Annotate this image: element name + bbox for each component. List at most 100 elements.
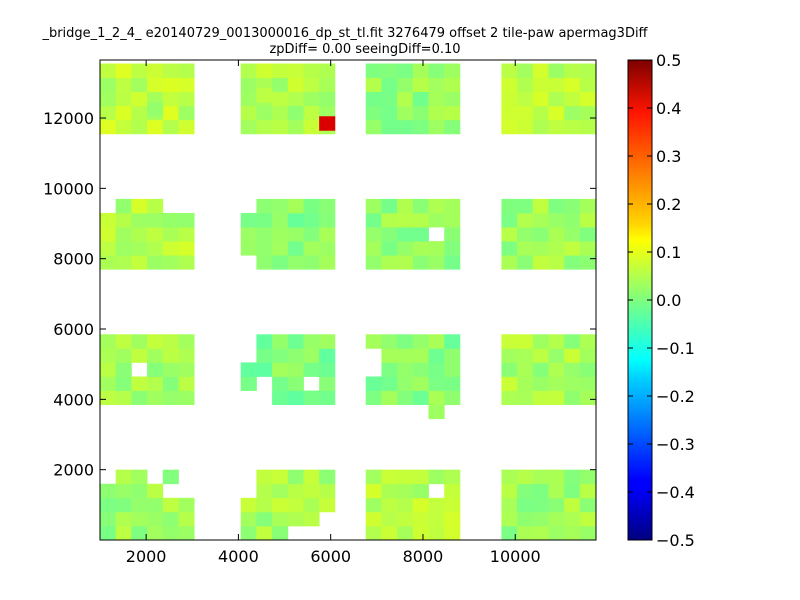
heatmap-cell <box>319 77 336 93</box>
heatmap-cell <box>444 241 461 256</box>
heatmap-cell <box>131 469 148 485</box>
heatmap-cell <box>501 241 518 256</box>
heatmap-cell <box>532 497 549 513</box>
heatmap-cell <box>428 105 445 121</box>
heatmap-cell <box>131 77 148 93</box>
heatmap-cell <box>532 469 549 485</box>
heatmap-cell <box>397 376 414 391</box>
heatmap-cell <box>532 241 549 256</box>
heatmap-cell <box>428 469 445 485</box>
heatmap-cell <box>115 241 132 256</box>
heatmap-cell <box>115 469 132 485</box>
heatmap-cell <box>365 525 382 541</box>
colorbar-ticks: 0.5 0.4 0.3 0.2 0.1 0.0 −0.1 −0.2 −0.3 −0.4 −0.5 <box>628 51 695 550</box>
heatmap-cell <box>287 348 304 363</box>
heatmap-cell <box>256 63 273 78</box>
heatmap-cell <box>115 119 132 135</box>
heatmap-cell <box>303 63 320 78</box>
heatmap-cell <box>256 198 273 214</box>
heatmap-cell <box>131 241 148 256</box>
heatmap-cell <box>579 241 596 256</box>
heatmap-cell <box>272 511 289 527</box>
heatmap-cell <box>272 469 289 485</box>
heatmap-cell <box>147 241 164 256</box>
heatmap-cell <box>319 91 336 107</box>
heatmap-cell <box>319 241 336 256</box>
heatmap-cell <box>548 376 565 391</box>
heatmap-cell <box>131 105 148 121</box>
heatmap-cell <box>100 525 117 541</box>
heatmap-cell <box>381 334 398 349</box>
heatmap-cell <box>397 227 414 242</box>
heatmap-cell <box>444 483 461 499</box>
colorbar-tick-label: −0.1 <box>656 339 695 358</box>
colorbar-tick-label: −0.2 <box>656 387 695 406</box>
heatmap-cell <box>256 88 273 103</box>
heatmap-cell <box>100 348 117 363</box>
heatmap-cell <box>501 63 518 78</box>
heatmap-cell <box>564 525 581 541</box>
heatmap-cell <box>287 390 304 406</box>
heatmap-cell <box>517 525 534 541</box>
heatmap-cell <box>564 511 581 527</box>
heatmap-cell <box>131 334 148 349</box>
heatmap-cell <box>501 227 518 242</box>
heatmap-cell <box>365 63 382 78</box>
heatmap-cell <box>287 91 304 107</box>
heatmap-cell <box>131 376 148 391</box>
heatmap-cell <box>303 348 320 363</box>
heatmap-cell <box>397 77 414 93</box>
heatmap-cell <box>412 469 429 485</box>
heatmap-cell <box>564 63 581 78</box>
heatmap-cell <box>397 198 414 214</box>
heatmap-cell <box>428 404 445 420</box>
heatmap-cell <box>319 255 336 270</box>
heatmap-cell <box>412 525 429 541</box>
chart-subtitle: zpDiff= 0.00 seeingDiff=0.10 <box>269 42 460 57</box>
heatmap-cell <box>147 77 164 93</box>
heatmap-cell <box>501 334 518 349</box>
heatmap-cell <box>272 376 289 391</box>
heatmap-cell <box>303 469 320 485</box>
heatmap-cell <box>412 63 429 78</box>
heatmap-cell <box>319 483 336 499</box>
y-tick-label: 10000 <box>43 179 94 198</box>
heatmap-cell <box>115 362 132 377</box>
heatmap-cell <box>517 255 534 270</box>
heatmap-cell <box>240 511 257 527</box>
heatmap-cell <box>548 119 565 135</box>
heatmap-cell <box>397 469 414 485</box>
heatmap-cell <box>381 497 398 513</box>
heatmap-cell <box>240 77 257 93</box>
heatmap-cell <box>115 91 132 107</box>
heatmap-cell <box>256 212 273 228</box>
heatmap-cell <box>272 91 289 107</box>
heatmap-cell <box>100 483 117 499</box>
heatmap-cell <box>178 334 195 349</box>
heatmap-cell <box>319 362 336 377</box>
heatmap-cell <box>444 63 461 78</box>
heatmap-cell <box>381 376 398 391</box>
heatmap-cell <box>397 241 414 256</box>
heatmap-cell <box>381 348 398 363</box>
heatmap-cell <box>517 105 534 121</box>
heatmap-cell <box>397 212 414 228</box>
heatmap-cell <box>287 63 304 78</box>
heatmap-cell <box>397 348 414 363</box>
heatmap-cell <box>564 390 581 406</box>
heatmap-cell <box>564 348 581 363</box>
heatmap-cell <box>548 362 565 377</box>
heatmap-cell <box>115 376 132 391</box>
heatmap-cell <box>131 198 148 214</box>
heatmap-cell <box>272 497 289 513</box>
heatmap-cell <box>548 241 565 256</box>
heatmap-cell <box>381 525 398 541</box>
heatmap-cell <box>532 63 549 78</box>
heatmap-cell <box>303 497 320 513</box>
heatmap-cell <box>162 390 179 406</box>
heatmap-cell <box>272 198 289 214</box>
heatmap-cell <box>532 227 549 242</box>
heatmap-cell <box>303 91 320 107</box>
heatmap-cell <box>178 119 195 135</box>
heatmap-cell <box>501 255 518 270</box>
